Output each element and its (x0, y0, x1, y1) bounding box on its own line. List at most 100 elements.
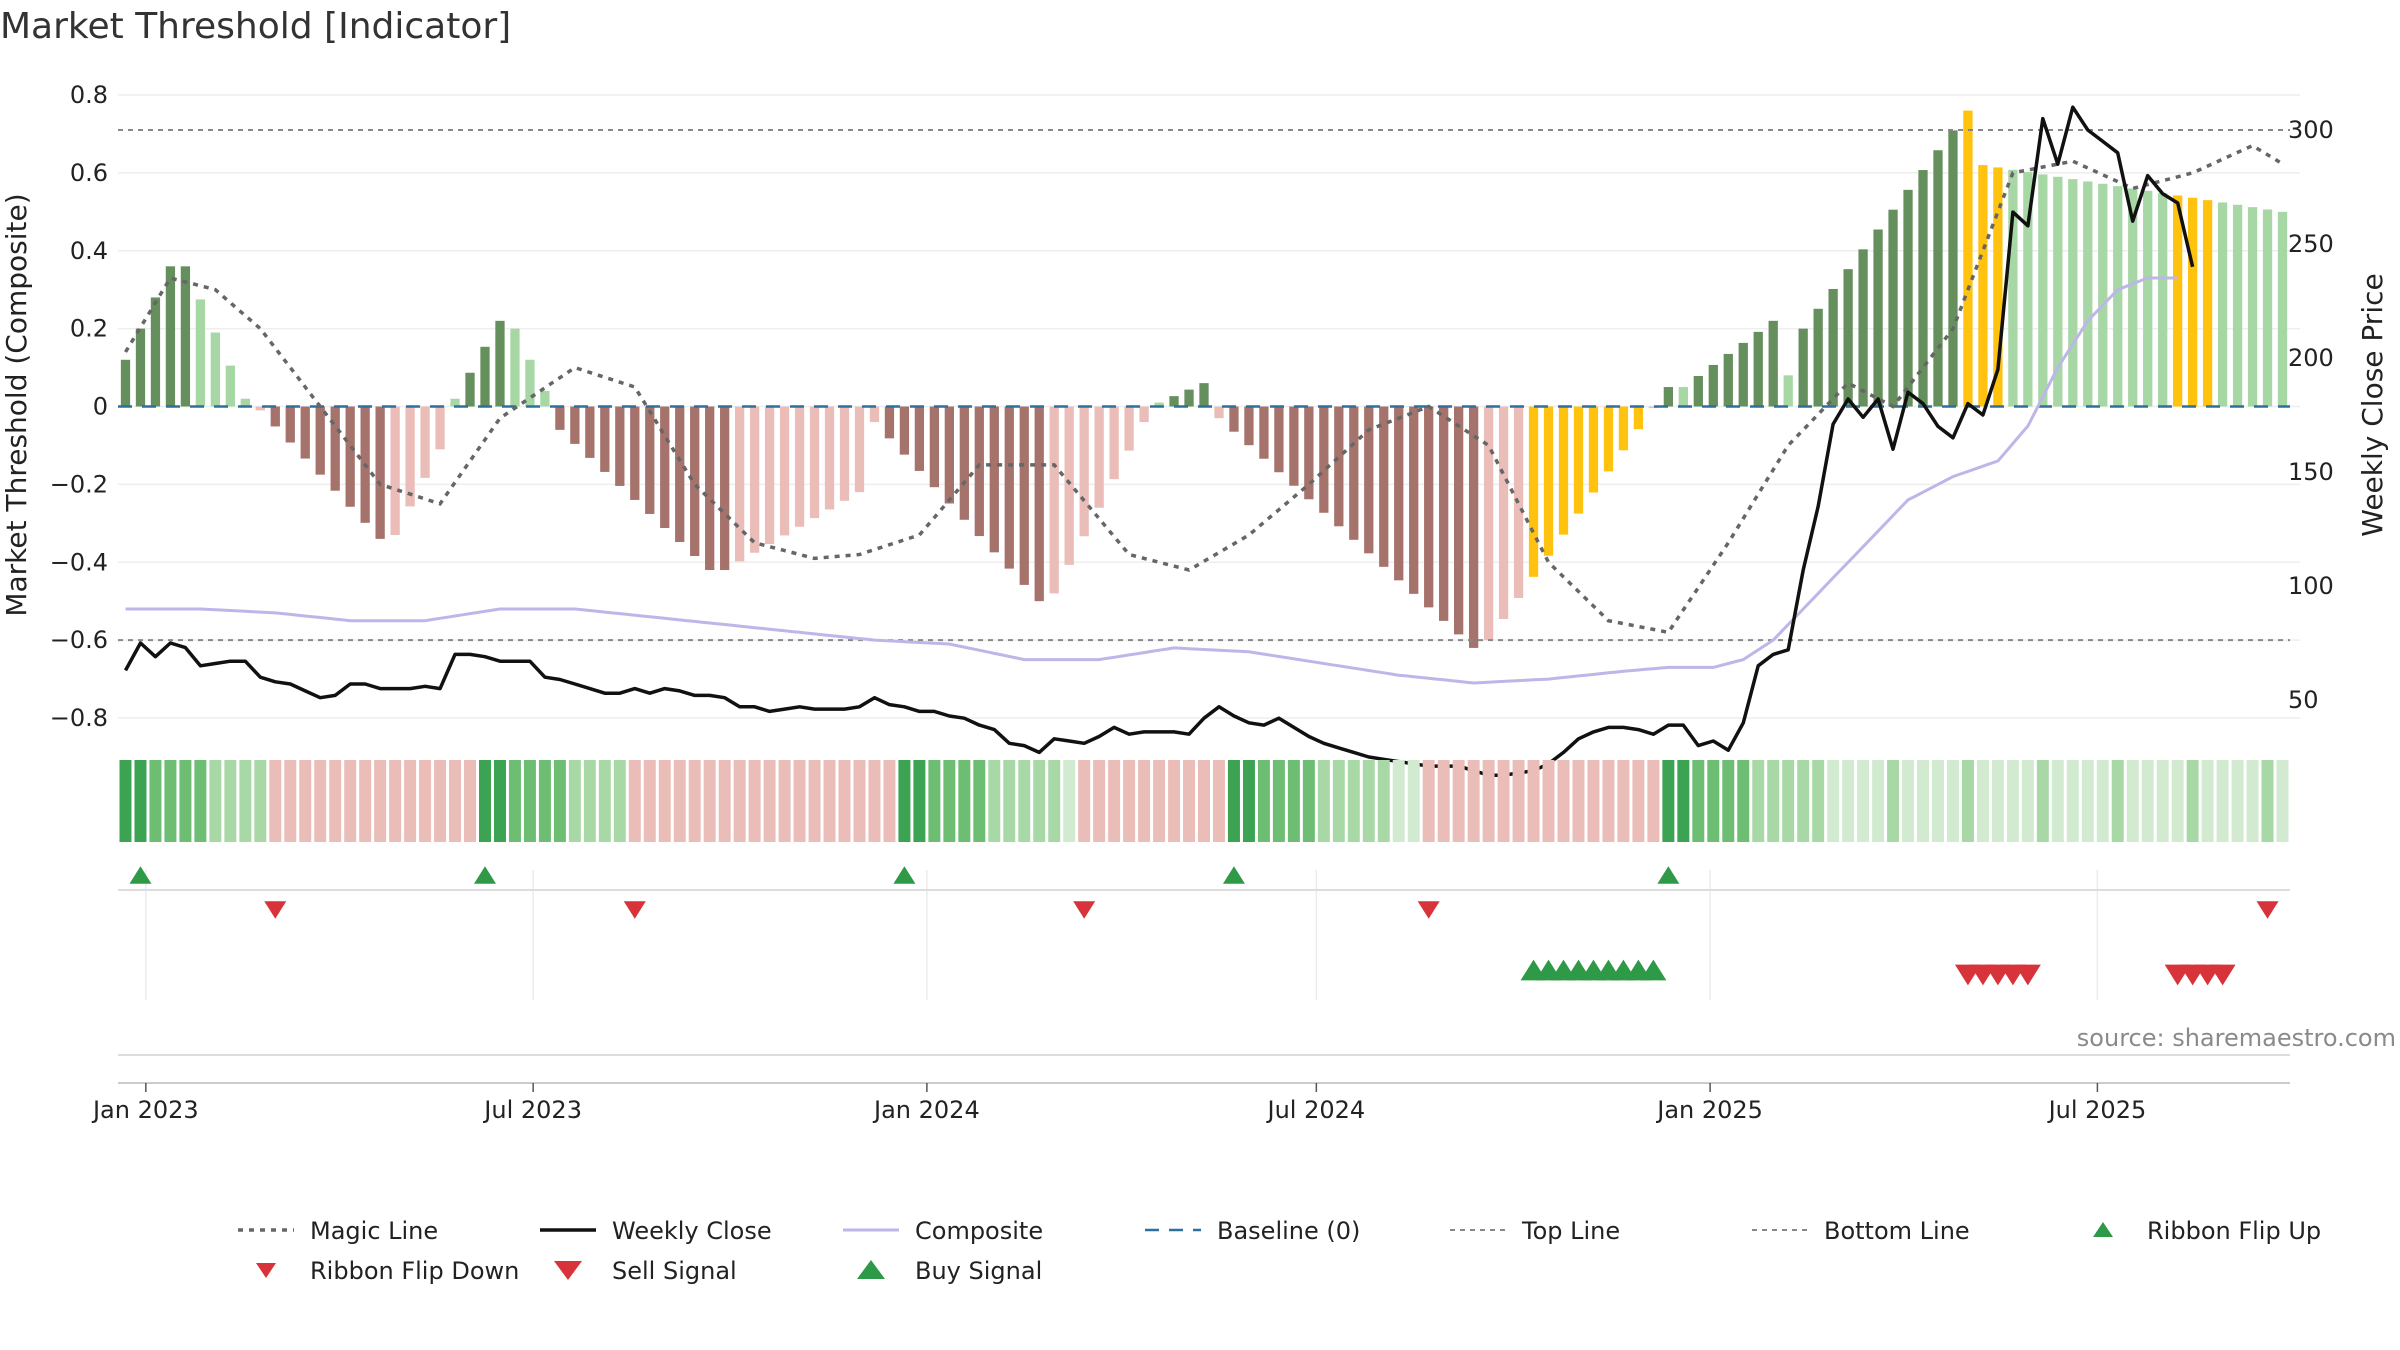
composite-bar (285, 406, 295, 443)
composite-bar (1214, 406, 1224, 419)
y-tick-left: 0.8 (70, 81, 108, 109)
composite-bar (989, 406, 999, 553)
ribbon-cell (493, 760, 506, 842)
composite-bar (959, 406, 969, 520)
ribbon-cell (2021, 760, 2034, 842)
y-tick-left: −0.2 (50, 470, 108, 498)
ribbon-cell (2156, 760, 2169, 842)
composite-bar (1468, 406, 1479, 648)
composite-bar (1289, 406, 1299, 486)
ribbon-flip-up-marker (893, 866, 916, 884)
composite-bar (1603, 406, 1614, 472)
composite-bar (2232, 204, 2243, 407)
composite-bar (2277, 211, 2288, 407)
ribbon-cell (179, 760, 192, 842)
ribbon-cell (404, 760, 417, 842)
composite-bar (1274, 406, 1284, 473)
ribbon-cell (1093, 760, 1106, 842)
ribbon-cell (314, 760, 327, 842)
composite-bar (2187, 197, 2198, 407)
ribbon-cell (1797, 760, 1810, 842)
composite-bar (540, 390, 550, 407)
ribbon-cell (1198, 760, 1210, 842)
composite-bar (2068, 179, 2078, 407)
ribbon-cell (1767, 760, 1780, 842)
ribbon-cell (2246, 760, 2259, 842)
ribbon-cell (1887, 760, 1900, 842)
ribbon-cell (224, 760, 237, 842)
y-tick-left: 0 (93, 393, 108, 421)
ribbon-cell (1857, 760, 1870, 842)
ribbon-cell (898, 760, 911, 842)
axes: 0.8 0.6 0.4 0.2 0 −0.2 −0.4 −0.6 −0.8 300 250 200 15… (50, 81, 2334, 1124)
ribbon-cell (1467, 760, 1480, 842)
ribbon-cell (1872, 760, 1885, 842)
composite-bar (1483, 406, 1494, 641)
composite-bar (1259, 406, 1269, 459)
ribbon-cell (2051, 760, 2064, 842)
composite-bar (1843, 269, 1853, 407)
composite-bar (345, 406, 355, 507)
ribbon-cell (1617, 760, 1630, 842)
ribbon-cell (359, 760, 372, 842)
ribbon-cell (1362, 760, 1375, 842)
composite-bar (1124, 406, 1134, 451)
ribbon-cell (2171, 760, 2184, 842)
ribbon-cell (1542, 760, 1555, 842)
ribbon-cell (1407, 760, 1420, 842)
composite-bar (2262, 209, 2273, 407)
composite-bar (660, 406, 670, 528)
composite-bar (1738, 342, 1748, 407)
composite-bar (150, 297, 161, 407)
legend-label: Ribbon Flip Down (310, 1257, 519, 1285)
composite-bar (1109, 406, 1119, 480)
ribbon-cell (464, 760, 477, 842)
composite-bar (1199, 383, 1209, 407)
composite-bar (240, 398, 250, 407)
composite-bar (555, 406, 565, 430)
ribbon-cell (284, 760, 297, 842)
ribbon-cell (2006, 760, 2019, 842)
ribbon-cell (1287, 760, 1300, 842)
composite-bar (2008, 169, 2018, 407)
ribbon-cell (1168, 760, 1181, 842)
sell-signal-marker (2014, 964, 2041, 986)
ribbon-cell (2141, 760, 2154, 842)
composite-bar (1753, 331, 1763, 407)
ribbon-cell (209, 760, 222, 842)
ribbon-cell (389, 760, 402, 842)
legend-swatch-ribbon-flip-up (2093, 1222, 2113, 1237)
composite-bar (1454, 406, 1464, 635)
composite-bar (2128, 188, 2138, 407)
ribbon-cell (1602, 760, 1615, 842)
composite-bar (1918, 170, 1928, 407)
composite-bar (450, 398, 460, 407)
ribbon-cell (883, 760, 896, 842)
composite-bar (2143, 190, 2153, 407)
x-tick-label: Jul 2023 (482, 1096, 582, 1124)
y-tick-left: 0.2 (70, 315, 108, 343)
y-tick-right: 100 (2288, 572, 2334, 600)
composite-bar (375, 406, 385, 539)
composite-bar (1828, 288, 1838, 407)
composite-bar (1064, 406, 1074, 565)
weekly-close-line (123, 105, 2195, 777)
legend-swatch-sell-signal (554, 1261, 582, 1280)
ribbon-cell (1272, 760, 1285, 842)
ribbon-cell (134, 760, 147, 842)
composite-bar (1349, 406, 1359, 540)
ribbon-cell (793, 760, 806, 842)
ribbon-cell (988, 760, 1001, 842)
ribbon-cell (1647, 760, 1660, 842)
legend: Magic Line Weekly Close Composite Baseline … (238, 1217, 2321, 1285)
ribbon-flip-down-marker (1073, 901, 1096, 919)
ribbon-cell (958, 760, 971, 842)
ribbon-cell (1976, 760, 1989, 842)
composite-bar (495, 320, 505, 407)
ribbon-cell (1422, 760, 1435, 842)
composite-bar (1079, 406, 1089, 537)
composite-bar (1394, 406, 1404, 581)
ribbon-cell (1452, 760, 1465, 842)
ribbon-cell (1677, 760, 1690, 842)
